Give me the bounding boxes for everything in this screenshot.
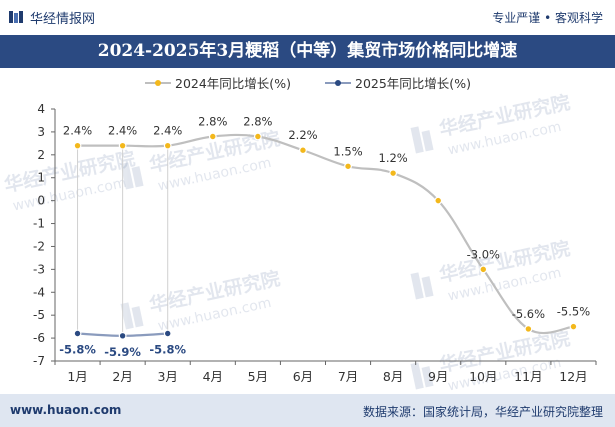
data-label-0: -5.5% xyxy=(557,305,590,319)
data-point-0 xyxy=(253,132,262,141)
x-tick-label: 7月 xyxy=(338,369,358,384)
data-label-0: 1.5% xyxy=(333,144,362,158)
x-axis: 1月 2月 3月 4月 5月 6月 7月 8月 9月 10月 11月 12月 xyxy=(54,360,597,384)
y-tick-label: -6 xyxy=(33,331,45,345)
data-point-0 xyxy=(118,141,127,150)
watermark-logo-icon xyxy=(410,362,424,390)
y-tick-label: 1 xyxy=(37,171,45,185)
data-label-0: 2.4% xyxy=(153,124,182,138)
brand-slogan: 专业严谨 • 客观科学 xyxy=(492,11,603,25)
brand-name: 华经情报网 xyxy=(30,11,96,27)
watermark-logo-icon xyxy=(120,162,134,190)
data-label-0: 2.2% xyxy=(288,128,317,142)
watermark-logo-icon xyxy=(421,366,434,388)
y-tick-label: 0 xyxy=(37,194,45,208)
data-point-0 xyxy=(208,132,217,141)
brand-logo-icon xyxy=(9,11,23,23)
footer-source: 数据来源：国家统计局，华经产业研究院整理 xyxy=(362,405,603,419)
data-label-0: 2.8% xyxy=(243,114,272,128)
top-bar: 华经情报网 专业严谨 • 客观科学 xyxy=(0,0,615,35)
data-label-1: -5.9% xyxy=(104,345,141,359)
data-point-0 xyxy=(479,265,488,274)
watermark-logo-icon xyxy=(131,306,144,328)
chart-legend: 2024年同比增长(%) 2025年同比增长(%) xyxy=(145,76,471,91)
y-tick-label: 3 xyxy=(37,125,45,139)
x-tick-label: 5月 xyxy=(248,369,268,384)
footer-url: www.huaon.com xyxy=(10,403,122,417)
chart-title: 2024-2025年3月粳稻（中等）集贸市场价格同比增速 xyxy=(97,41,518,61)
data-label-0: 2.8% xyxy=(198,114,227,128)
data-point-0 xyxy=(344,162,352,171)
watermark-logo-icon xyxy=(421,130,434,152)
legend-label-0: 2024年同比增长(%) xyxy=(175,76,291,91)
x-tick-label: 9月 xyxy=(428,369,448,384)
watermark-logo-icon xyxy=(421,276,434,298)
data-point-0 xyxy=(569,322,578,331)
y-tick-label: -7 xyxy=(33,354,45,368)
x-tick-label: 11月 xyxy=(514,369,542,384)
plot-area: 2.4% 2.4% 2.4% 2.8% 2.8% 2.2% 1.5% 1.2% -3.0% -5.… xyxy=(59,114,590,358)
data-label-0: -3.0% xyxy=(467,247,500,261)
data-point-0 xyxy=(73,141,82,150)
data-point-1 xyxy=(163,329,172,338)
legend-marker-0 xyxy=(155,80,161,86)
y-tick-label: -2 xyxy=(33,239,45,253)
legend-marker-1 xyxy=(335,80,341,86)
y-tick-label: -4 xyxy=(33,285,45,299)
x-tick-label: 12月 xyxy=(559,369,587,384)
data-label-1: -5.8% xyxy=(149,343,186,357)
y-tick-label: 4 xyxy=(37,102,45,116)
data-label-0: 2.4% xyxy=(108,124,137,138)
watermark-logo-icon xyxy=(131,166,144,188)
data-label-1: -5.8% xyxy=(59,343,96,357)
data-label-0: -5.6% xyxy=(512,307,545,321)
data-point-1 xyxy=(118,331,127,340)
y-tick-label: -1 xyxy=(33,217,45,231)
x-tick-label: 1月 xyxy=(67,369,87,384)
y-tick-label: 2 xyxy=(37,148,45,162)
drop-lines xyxy=(77,145,169,336)
x-tick-label: 6月 xyxy=(293,369,313,384)
y-tick-label: -3 xyxy=(33,262,45,276)
data-label-0: 2.4% xyxy=(63,124,92,138)
data-point-0 xyxy=(524,325,533,333)
x-tick-label: 4月 xyxy=(203,369,223,384)
data-point-1 xyxy=(73,329,82,338)
x-tick-label: 3月 xyxy=(157,369,177,384)
legend-label-1: 2025年同比增长(%) xyxy=(355,76,471,91)
data-point-0 xyxy=(434,196,443,205)
y-tick-label: -5 xyxy=(33,308,45,322)
data-point-0 xyxy=(299,146,307,155)
brand: 华经情报网 xyxy=(8,7,95,27)
data-label-0: 1.2% xyxy=(379,151,408,165)
x-tick-label: 8月 xyxy=(383,369,403,384)
watermark-logo-icon xyxy=(410,272,424,300)
footer-bar: www.huaon.com 数据来源：国家统计局，华经产业研究院整理 xyxy=(0,394,615,427)
title-bar: 2024-2025年3月粳稻（中等）集贸市场价格同比增速 xyxy=(0,35,615,68)
data-point-0 xyxy=(389,169,398,178)
watermark-logo-icon xyxy=(120,302,134,330)
watermark-logo-icon xyxy=(410,126,424,154)
x-tick-label: 10月 xyxy=(469,369,497,384)
x-tick-label: 2月 xyxy=(112,369,132,384)
data-point-0 xyxy=(163,141,172,150)
y-axis: 4 3 2 1 0 -1 -2 -3 -4 -5 -6 -7 xyxy=(33,102,56,368)
